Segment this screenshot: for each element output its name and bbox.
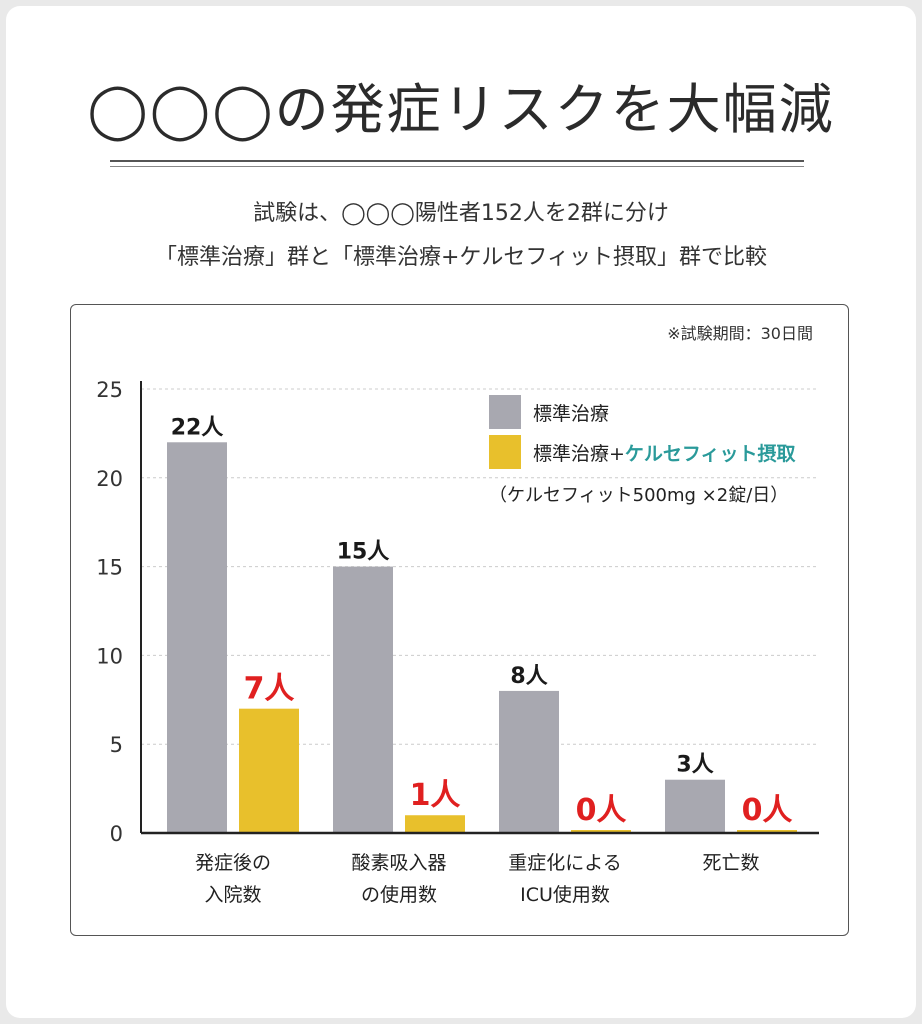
bar-quercefit — [405, 815, 465, 833]
bar-standard — [665, 779, 725, 833]
y-tick-label: 5 — [110, 733, 123, 757]
bar-value-label: 7人 — [244, 672, 295, 707]
bar-value-label: 8人 — [510, 664, 547, 689]
x-category-label: の使用数 — [361, 884, 437, 906]
bar-standard — [333, 566, 393, 833]
bar-value-label: 3人 — [676, 753, 713, 778]
y-tick-label: 10 — [96, 644, 123, 668]
bar-quercefit — [571, 830, 631, 833]
bar-value-label: 0人 — [742, 793, 793, 828]
legend-swatch-standard — [489, 395, 521, 429]
labels-layer: 22人 7人 15人 1人 8人 0人 3人 0人 — [171, 415, 793, 828]
y-tick-label: 15 — [96, 556, 123, 580]
title-divider — [110, 160, 804, 162]
title-divider-thin — [110, 166, 804, 167]
x-category-label: 入院数 — [204, 884, 261, 906]
bar-quercefit — [737, 830, 797, 833]
bar-standard — [167, 442, 227, 833]
bars-layer — [167, 442, 797, 833]
x-category-label: 死亡数 — [702, 852, 759, 874]
bar-value-label: 15人 — [337, 540, 390, 565]
legend-dosage-note: （ケルセフィット500mg ×2錠/日） — [489, 485, 788, 506]
card: ◯◯◯の発症リスクを大幅減 試験は、◯◯◯陽性者152人を2群に分け 「標準治療… — [6, 6, 916, 1018]
bar-standard — [499, 690, 559, 833]
x-category-label: 重症化による — [508, 852, 621, 874]
y-tick-label: 20 — [96, 467, 123, 491]
chart-frame: 22人 7人 15人 1人 8人 0人 3人 0人 0 5 10 15 20 25 発症後の入院数 酸素吸入… — [70, 304, 849, 936]
trial-period-note: ※試験期間：30日間 — [667, 324, 813, 343]
legend-label-prefix: 標準治療+ — [533, 443, 625, 465]
subtitle-line-1: 試験は、◯◯◯陽性者152人を2群に分け — [253, 201, 669, 226]
bar-value-label: 0人 — [576, 793, 627, 828]
legend-label-standard: 標準治療 — [533, 403, 609, 425]
bar-quercefit — [239, 708, 299, 833]
bar-value-label: 1人 — [410, 778, 461, 813]
page-title: ◯◯◯の発症リスクを大幅減 — [87, 78, 835, 141]
x-category-label: 発症後の — [195, 852, 271, 874]
legend-swatch-quercefit — [489, 435, 521, 469]
y-tick-label: 0 — [110, 822, 123, 846]
x-category-label: 酸素吸入器 — [351, 852, 446, 874]
legend-label-highlight: ケルセフィット摂取 — [625, 442, 796, 465]
x-category-label: ICU使用数 — [520, 884, 610, 906]
grid-layer — [141, 388, 819, 745]
legend-label-quercefit: 標準治療+ケルセフィット摂取 — [533, 442, 796, 465]
subtitle-line-2: 「標準治療」群と「標準治療+ケルセフィット摂取」群で比較 — [155, 245, 767, 270]
bar-value-label: 22人 — [171, 415, 224, 440]
y-tick-label: 25 — [96, 378, 123, 402]
